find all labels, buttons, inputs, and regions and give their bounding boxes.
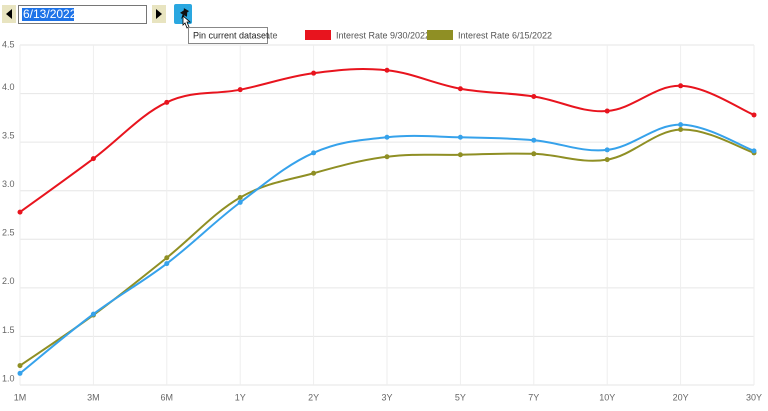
x-tick-label: 10Y xyxy=(599,392,615,402)
legend-swatch xyxy=(427,30,453,40)
point xyxy=(678,122,684,128)
x-tick-label: 3Y xyxy=(381,392,392,402)
point xyxy=(531,93,537,99)
x-tick-label: 6M xyxy=(161,392,174,402)
y-tick-label: 4.5 xyxy=(2,39,15,49)
x-tick-label: 1M xyxy=(14,392,27,402)
tooltip-text: Pin current dataset xyxy=(193,30,269,40)
point xyxy=(457,152,463,158)
lines xyxy=(17,67,757,376)
y-tick-label: 4.0 xyxy=(2,82,15,92)
point xyxy=(164,99,170,105)
point xyxy=(751,148,757,154)
prev-icon xyxy=(6,9,12,19)
y-tick-label: 2.5 xyxy=(2,228,15,238)
series-line xyxy=(19,123,755,375)
y-tick-label: 1.5 xyxy=(2,325,15,335)
point xyxy=(90,311,96,317)
legend-label: Interest Rate 9/30/2022 xyxy=(336,30,430,40)
point xyxy=(384,134,390,140)
point xyxy=(384,154,390,160)
point xyxy=(17,370,23,376)
x-tick-label: 3M xyxy=(87,392,100,402)
y-tick-label: 2.0 xyxy=(2,276,15,286)
point xyxy=(311,170,317,176)
grid: 1.0 1.5 2.0 2.5 3.0 3.5 4.0 4.5 1M 3M 6M 1Y 2Y 3Y 5Y 7Y… xyxy=(2,39,762,402)
y-tick-label: 1.0 xyxy=(2,373,15,383)
point xyxy=(604,157,610,163)
point xyxy=(90,156,96,162)
point xyxy=(457,134,463,140)
tooltip: Pin current dataset xyxy=(188,27,269,44)
point xyxy=(678,127,684,133)
point xyxy=(311,70,317,76)
x-tick-label: 20Y xyxy=(673,392,689,402)
point xyxy=(531,151,537,157)
x-tick-label: 1Y xyxy=(235,392,246,402)
point xyxy=(751,112,757,118)
point xyxy=(17,363,23,369)
x-tick-label: 5Y xyxy=(455,392,466,402)
y-tick-label: 3.5 xyxy=(2,131,15,141)
tooltip-box xyxy=(188,27,268,44)
point xyxy=(384,67,390,73)
point xyxy=(17,209,23,215)
date-text: 6/13/2022 xyxy=(23,7,77,21)
y-tick-label: 3.0 xyxy=(2,179,15,189)
point xyxy=(164,255,170,261)
point xyxy=(678,83,684,89)
point xyxy=(311,150,317,156)
x-tick-label: 7Y xyxy=(528,392,539,402)
legend-swatch xyxy=(305,30,331,40)
point xyxy=(237,87,243,93)
next-icon xyxy=(156,9,162,19)
selection xyxy=(22,8,74,21)
point xyxy=(457,86,463,92)
point xyxy=(237,199,243,205)
point xyxy=(604,108,610,114)
pin-icon xyxy=(180,8,190,20)
point xyxy=(237,195,243,201)
point xyxy=(164,261,170,267)
point xyxy=(604,147,610,153)
x-tick-label: 30Y xyxy=(746,392,762,402)
legend-label: Interest Rate 6/15/2022 xyxy=(458,30,552,40)
x-tick-label: 2Y xyxy=(308,392,319,402)
point xyxy=(531,137,537,143)
